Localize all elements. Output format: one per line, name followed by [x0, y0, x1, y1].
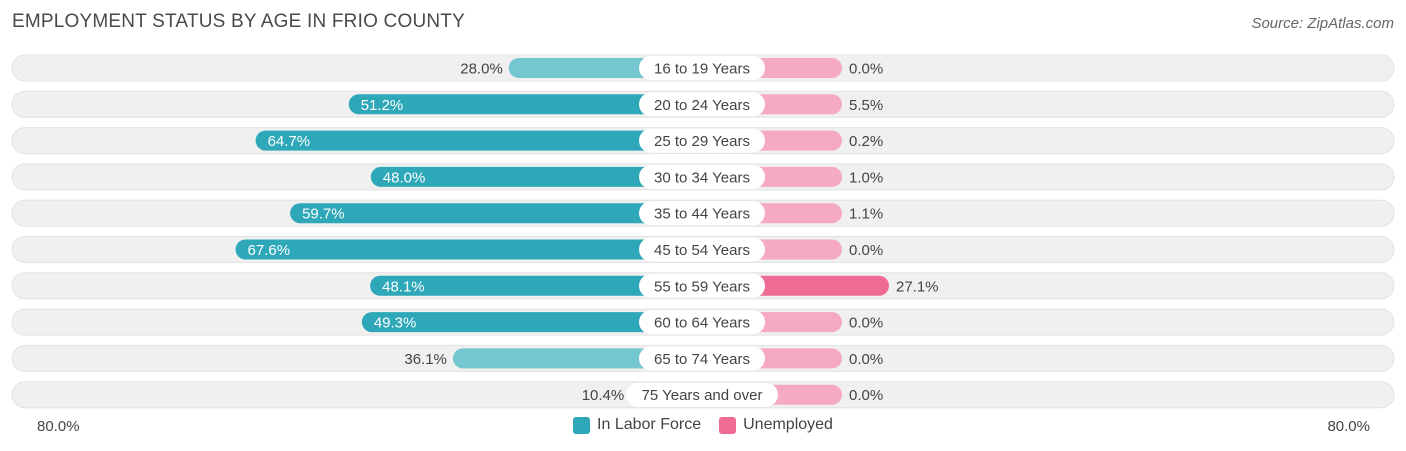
legend: In Labor Force Unemployed [0, 416, 1406, 434]
labor-force-bar [290, 203, 702, 224]
legend-label-labor-force: In Labor Force [597, 416, 702, 433]
unemployed-value-label: 5.5% [849, 97, 883, 114]
category-label: 25 to 29 Years [654, 133, 750, 150]
axis-left-label: 80.0% [37, 418, 80, 435]
category-label: 65 to 74 Years [654, 351, 750, 368]
category-label-pill [639, 128, 765, 153]
chart-title: EMPLOYMENT STATUS BY AGE IN FRIO COUNTY [12, 11, 465, 32]
labor-force-bar [348, 94, 702, 115]
unemployed-value-label: 0.0% [849, 315, 883, 332]
labor-force-value-label: 49.3% [374, 315, 417, 332]
category-label-pill [639, 56, 765, 80]
category-label-pill [639, 273, 765, 298]
labor-force-value-label: 67.6% [248, 242, 291, 259]
labor-force-bar [255, 130, 702, 151]
category-label-pill [626, 382, 778, 407]
category-label: 45 to 54 Years [654, 242, 750, 259]
labor-force-value-label: 36.1% [404, 351, 447, 368]
labor-force-bar [370, 166, 702, 187]
labor-force-value-label: 48.1% [382, 278, 425, 295]
unemployed-value-label: 0.0% [849, 61, 883, 78]
labor-force-value-label: 51.2% [361, 97, 404, 114]
unemployed-value-label: 1.0% [849, 169, 883, 186]
legend-label-unemployed: Unemployed [743, 416, 833, 433]
labor-force-bar [361, 312, 702, 333]
legend-swatch-labor-force [573, 416, 591, 434]
labor-force-bar [452, 348, 702, 369]
unemployed-value-label: 1.1% [849, 206, 883, 223]
labor-force-value-label: 28.0% [460, 61, 503, 78]
category-label-pill [639, 92, 765, 117]
unemployed-value-label: 0.0% [849, 242, 883, 259]
source-note: Source: ZipAtlas.com [1251, 15, 1394, 32]
category-label-pill [639, 237, 765, 262]
unemployed-value-label: 27.1% [896, 278, 939, 295]
legend-item-labor-force[interactable]: In Labor Force [573, 416, 701, 434]
unemployed-value-label: 0.0% [849, 351, 883, 368]
unemployed-value-label: 0.2% [849, 133, 883, 150]
labor-force-bar [235, 239, 702, 260]
labor-force-value-label: 48.0% [383, 169, 426, 186]
category-label-pill [639, 310, 765, 335]
unemployed-value-label: 0.0% [849, 387, 883, 404]
category-label: 30 to 34 Years [654, 169, 750, 186]
labor-force-value-label: 59.7% [302, 206, 345, 223]
category-label: 75 Years and over [642, 387, 763, 404]
category-label-pill [639, 201, 765, 226]
category-label-pill [639, 346, 765, 371]
category-label: 16 to 19 Years [654, 61, 750, 78]
labor-force-value-label: 64.7% [268, 133, 311, 150]
legend-swatch-unemployed [719, 416, 737, 434]
axis-right-label: 80.0% [1327, 418, 1370, 435]
category-label: 35 to 44 Years [654, 206, 750, 223]
labor-force-value-label: 10.4% [582, 387, 625, 404]
category-label: 55 to 59 Years [654, 278, 750, 295]
legend-item-unemployed[interactable]: Unemployed [719, 416, 833, 434]
labor-force-bar [370, 275, 702, 296]
category-label-pill [639, 164, 765, 189]
category-label: 60 to 64 Years [654, 315, 750, 332]
category-label: 20 to 24 Years [654, 97, 750, 114]
